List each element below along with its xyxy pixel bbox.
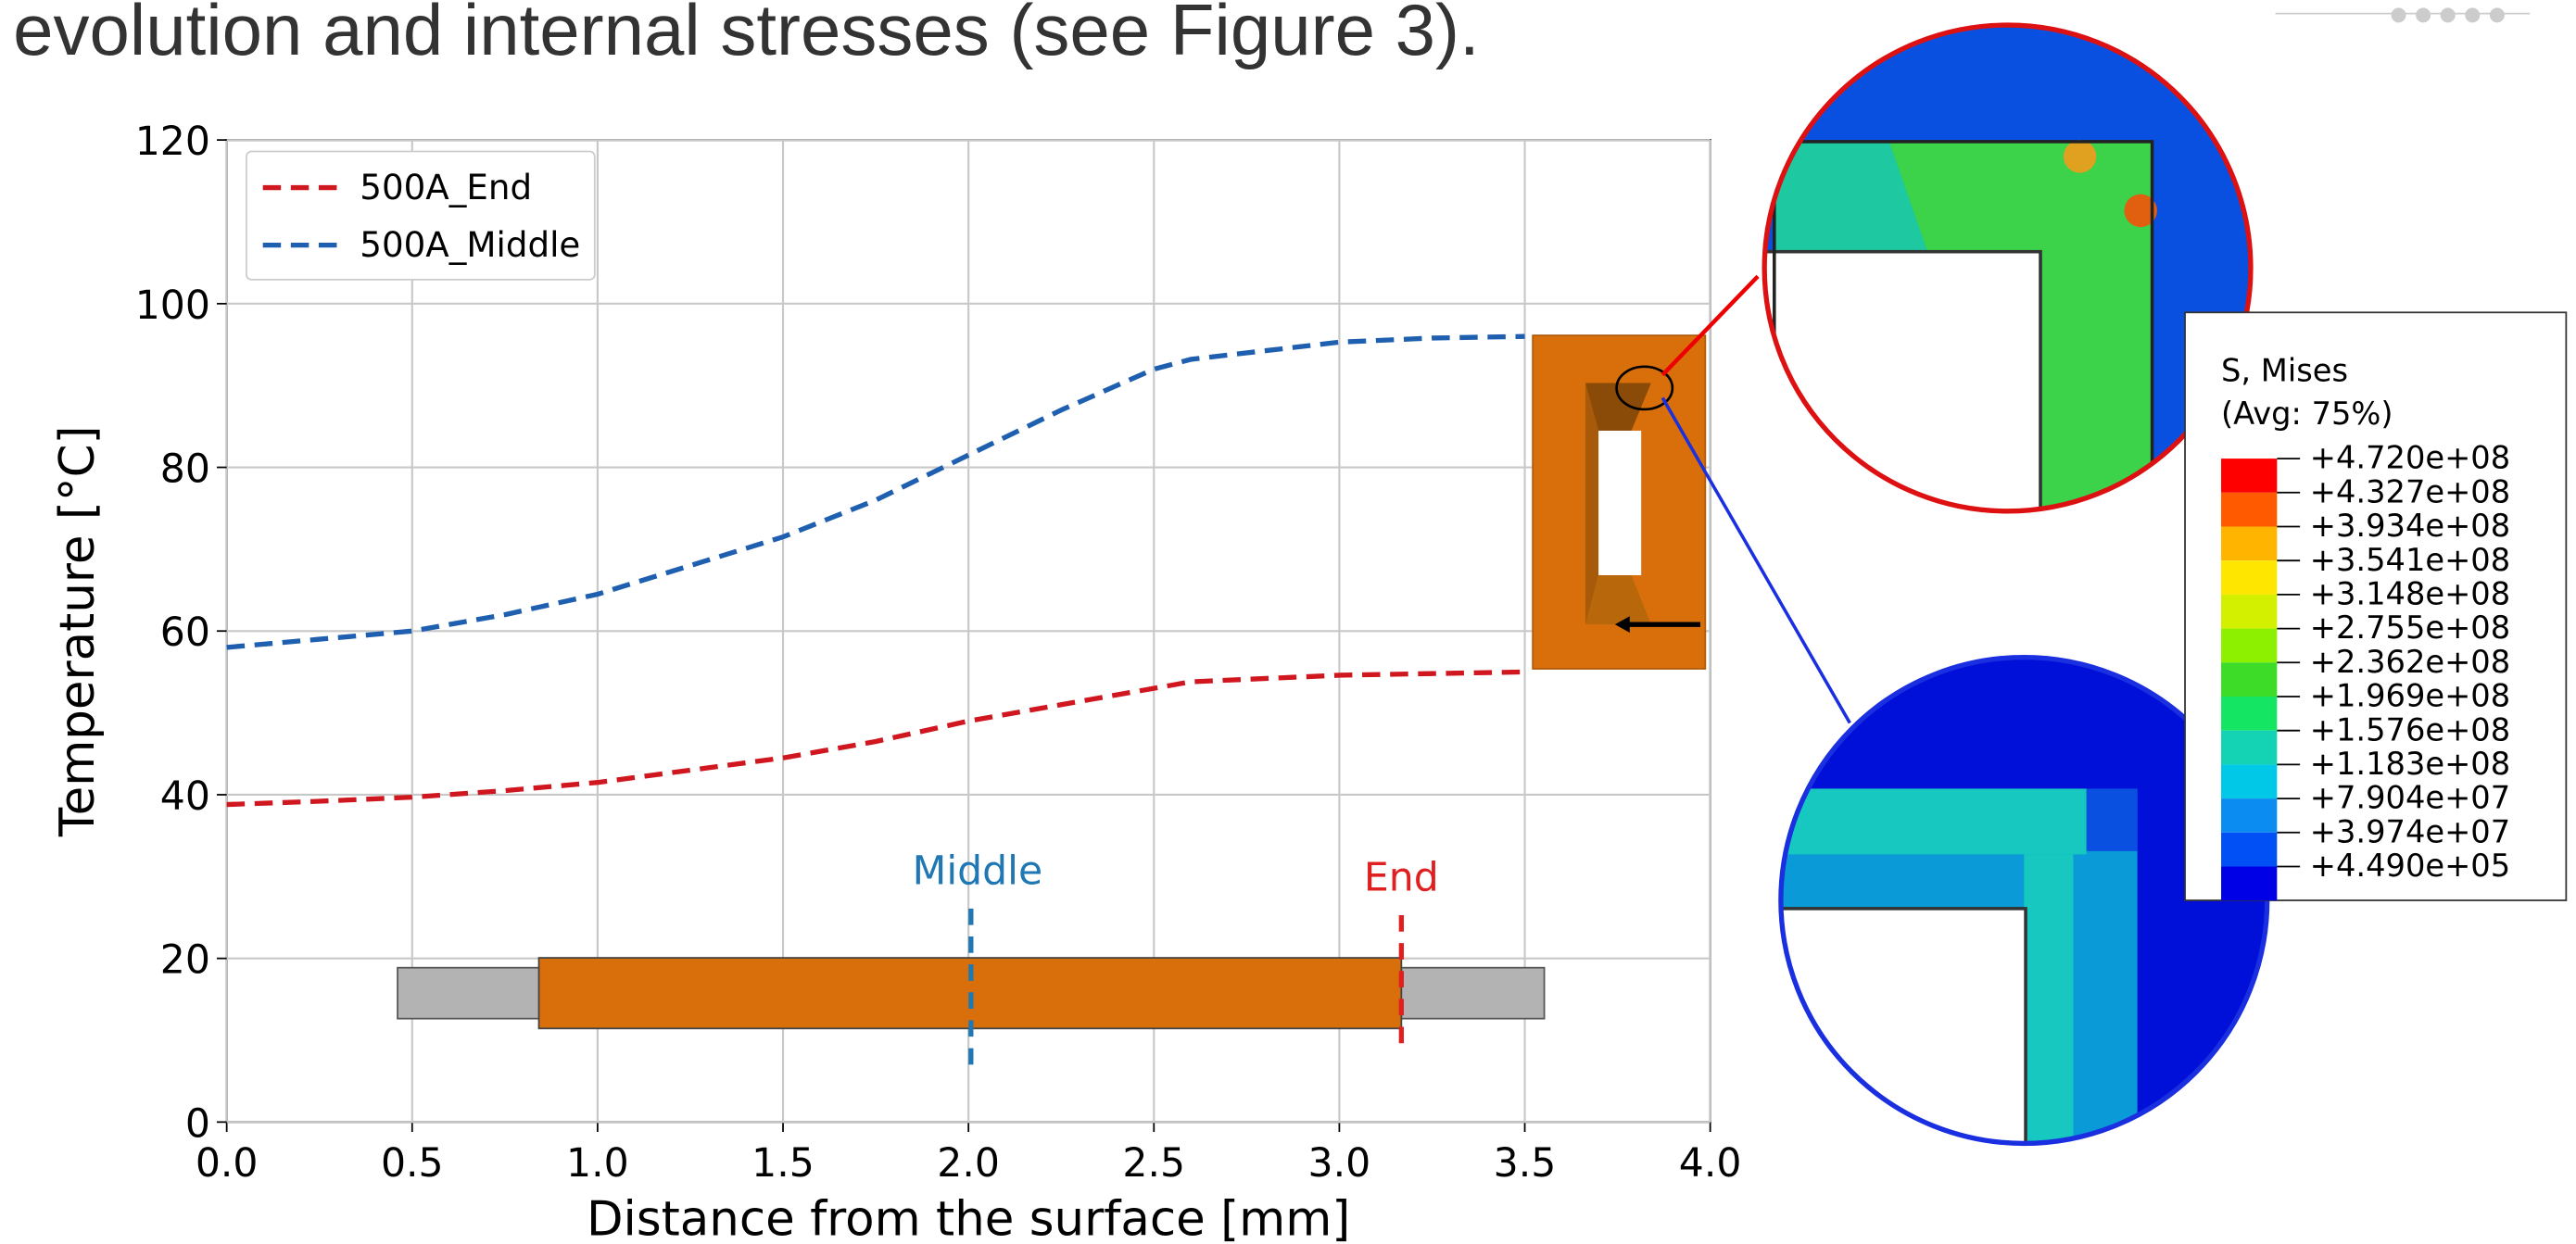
x-tick-label: 3.5 [1494,1141,1557,1187]
contour-label: +3.541e+08 [2310,542,2510,578]
contour-label: +4.490e+05 [2310,848,2510,884]
contour-label: +4.327e+08 [2310,473,2510,509]
x-tick-label: 4.0 [1679,1141,1742,1187]
contour-swatch [2221,866,2277,900]
y-tick-label: 100 [135,283,210,329]
x-tick-label: 1.0 [566,1141,629,1187]
legend-label: 500A_End [360,167,532,207]
top-right-logo [2276,8,2531,21]
contour-swatch [2221,459,2277,493]
contour-swatch [2221,833,2277,867]
contour-swatch [2221,629,2277,663]
heading: evolution and internal stresses (see Fig… [13,0,1479,70]
annotation: Middle [913,848,1043,894]
slide: evolution and internal stresses (see Fig… [0,0,2576,1244]
x-tick-label: 2.5 [1122,1141,1185,1187]
schematic: Middle End [398,276,1850,1064]
series-line [227,336,1525,647]
y-axis-label: Temperature [°C] [50,425,106,837]
series-line [227,672,1525,804]
x-tick-label: 0.0 [196,1141,259,1187]
contour-label: +1.576e+08 [2310,711,2510,748]
x-tick-label: 1.5 [751,1141,814,1187]
annotation: End [1364,855,1439,900]
contour-swatch [2221,798,2277,833]
contour-swatch [2221,764,2277,798]
x-tick-label: 0.5 [381,1141,444,1187]
contour-title: S, Mises [2221,353,2348,389]
contour-label: +3.934e+08 [2310,508,2510,544]
x-tick-label: 2.0 [937,1141,1000,1187]
page: {"heading":"evolution and internal stres… [0,0,2576,1244]
contour-swatch [2221,697,2277,731]
contour-swatch [2221,560,2277,595]
y-tick-label: 60 [160,610,210,656]
contour-swatch [2221,731,2277,765]
contour-swatch [2221,595,2277,629]
legend-label: 500A_Middle [360,224,580,265]
contour-label: +3.148e+08 [2310,576,2510,612]
x-tick-label: 3.0 [1308,1141,1371,1187]
contour-label: +4.720e+08 [2310,440,2510,476]
y-tick-label: 120 [135,119,210,165]
contour-label: +3.974e+07 [2310,813,2510,849]
y-tick-label: 40 [160,774,210,820]
contour-swatch [2221,493,2277,527]
y-tick-label: 20 [160,938,210,984]
y-tick-label: 80 [160,447,210,493]
contour-swatch [2221,526,2277,560]
contour-label: +2.362e+08 [2310,644,2510,680]
x-axis-label: Distance from the surface [mm] [587,1192,1350,1244]
contour-label: +1.969e+08 [2310,678,2510,714]
contour-label: +1.183e+08 [2310,746,2510,782]
y-tick-label: 0 [185,1101,210,1147]
contour-label: +7.904e+07 [2310,780,2510,816]
contour-swatch [2221,662,2277,697]
contour-label: +2.755e+08 [2310,609,2510,646]
contour-subtitle: (Avg: 75%) [2221,396,2393,432]
